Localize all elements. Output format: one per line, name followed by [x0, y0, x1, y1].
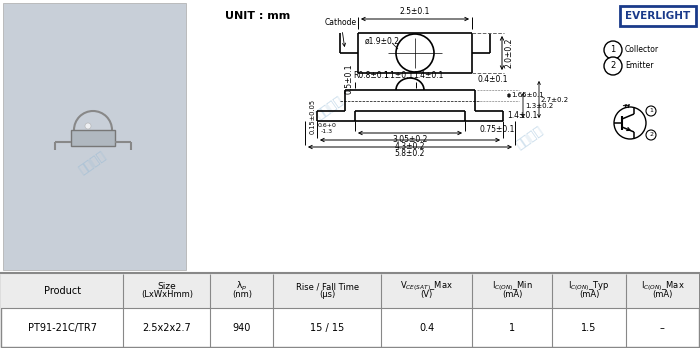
Text: 2.5x2x2.7: 2.5x2x2.7 — [142, 323, 191, 333]
Text: 15 / 15: 15 / 15 — [310, 323, 344, 333]
Text: 1.65±0.1: 1.65±0.1 — [511, 92, 544, 98]
Bar — [71, 130, 115, 146]
Text: 0.6+0
-1.3: 0.6+0 -1.3 — [318, 123, 337, 134]
Text: 超敢电子: 超敢电子 — [314, 94, 346, 122]
Text: 0.5±0.1: 0.5±0.1 — [344, 64, 353, 94]
Text: 2: 2 — [610, 62, 615, 71]
Text: 1: 1 — [610, 46, 615, 55]
Bar — [1, 274, 699, 347]
Text: 0.4±0.1: 0.4±0.1 — [477, 74, 508, 84]
Text: 1.4±0.1: 1.4±0.1 — [413, 71, 443, 80]
Text: Cathode: Cathode — [325, 18, 357, 46]
Circle shape — [396, 34, 434, 72]
Text: 2.0±0.2: 2.0±0.2 — [505, 38, 514, 68]
Text: 5.8±0.2: 5.8±0.2 — [395, 149, 425, 158]
Text: 940: 940 — [232, 323, 251, 333]
Text: UNIT : mm: UNIT : mm — [225, 11, 290, 21]
Circle shape — [604, 57, 622, 75]
Text: ø1.9±0.2: ø1.9±0.2 — [365, 37, 400, 46]
Text: R0.8±0.1: R0.8±0.1 — [353, 71, 389, 80]
Text: 1.4±0.1: 1.4±0.1 — [507, 111, 538, 120]
Text: 0.4: 0.4 — [419, 323, 435, 333]
Text: 1.1±0.1: 1.1±0.1 — [383, 71, 413, 80]
Text: λ$_p$: λ$_p$ — [236, 280, 247, 293]
Text: PT91-21C/TR7: PT91-21C/TR7 — [27, 323, 97, 333]
Text: Collector: Collector — [625, 46, 659, 55]
Text: (μs): (μs) — [319, 290, 335, 299]
Text: 0.75±0.1: 0.75±0.1 — [479, 125, 514, 134]
Bar — [3, 3, 186, 270]
Text: 1: 1 — [649, 109, 653, 113]
Circle shape — [604, 41, 622, 59]
Text: 1.3±0.2: 1.3±0.2 — [525, 103, 553, 109]
Text: EVERLIGHT: EVERLIGHT — [625, 11, 691, 21]
Text: 超敢电子: 超敢电子 — [184, 284, 216, 312]
Text: (mA): (mA) — [502, 290, 522, 299]
Text: (LxWxHmm): (LxWxHmm) — [141, 290, 193, 299]
Text: I$_{C(ON)}$_Max: I$_{C(ON)}$_Max — [640, 279, 684, 293]
Bar — [1, 273, 699, 308]
Text: Rise / Fall Time: Rise / Fall Time — [296, 282, 359, 291]
Bar — [0, 0, 700, 273]
FancyBboxPatch shape — [620, 6, 696, 26]
Text: 3.05±0.2: 3.05±0.2 — [392, 135, 428, 144]
Text: (mA): (mA) — [579, 290, 599, 299]
Text: 2.5±0.1: 2.5±0.1 — [400, 7, 430, 16]
Circle shape — [85, 123, 91, 129]
Text: Product: Product — [43, 285, 80, 295]
Text: Emitter: Emitter — [625, 62, 654, 71]
Text: V$_{CE(SAT)}$_Max: V$_{CE(SAT)}$_Max — [400, 279, 454, 293]
Text: 2: 2 — [649, 133, 653, 137]
Text: 超敢电子: 超敢电子 — [77, 149, 109, 177]
Text: 2.7±0.2: 2.7±0.2 — [541, 96, 569, 103]
Text: 0.15±0.05: 0.15±0.05 — [310, 98, 316, 134]
Text: (V): (V) — [421, 290, 433, 299]
Text: (mA): (mA) — [652, 290, 673, 299]
Text: 超敢电子: 超敢电子 — [464, 284, 496, 312]
Text: 超敢电子: 超敢电子 — [514, 124, 546, 152]
Text: 1: 1 — [509, 323, 515, 333]
Text: (nm): (nm) — [232, 290, 252, 299]
Text: –: – — [660, 323, 665, 333]
Circle shape — [614, 107, 646, 139]
Text: I$_{C(ON)}$_Min: I$_{C(ON)}$_Min — [492, 279, 533, 293]
Text: Size: Size — [158, 282, 176, 291]
Circle shape — [646, 130, 656, 140]
Text: I$_{C(ON)}$_Typ: I$_{C(ON)}$_Typ — [568, 279, 610, 293]
Circle shape — [646, 106, 656, 116]
Text: 4.3±0.2: 4.3±0.2 — [395, 142, 426, 151]
Text: 1.5: 1.5 — [582, 323, 597, 333]
